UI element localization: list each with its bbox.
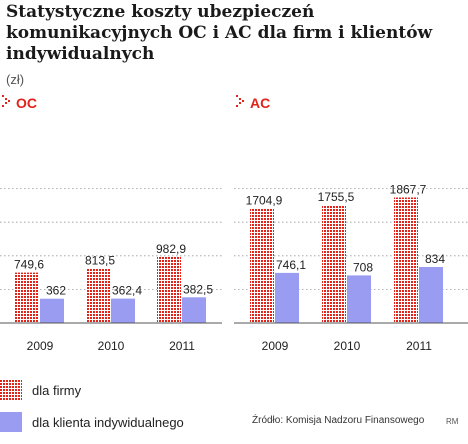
oc-bar-klient-2009	[40, 298, 64, 323]
ac-bar-klient-2010	[347, 275, 371, 323]
ac-value-label: 708	[353, 260, 373, 274]
oc-category-label: 2010	[98, 339, 125, 353]
legend-label-klient: dla klienta indywidualnego	[32, 414, 184, 430]
legend-swatch-firma	[0, 380, 22, 400]
author-initials: RM	[446, 417, 459, 426]
oc-marker-icon	[2, 95, 10, 107]
ac-marker-icon	[236, 95, 244, 107]
ac-category-label: 2010	[334, 339, 361, 353]
ac-value-label: 746,1	[276, 258, 306, 272]
ac-bar-firma-2011	[394, 197, 418, 323]
oc-category-label: 2009	[27, 339, 54, 353]
oc-value-label: 362,4	[112, 284, 142, 298]
legend-swatch-klient	[0, 412, 22, 432]
ac-category-label: 2009	[262, 339, 289, 353]
ac-value-label: 1704,9	[246, 193, 283, 207]
oc-bar-firma-2011	[157, 256, 181, 323]
ac-value-label: 834	[425, 252, 445, 266]
legend-item-klient: dla klienta indywidualnego	[0, 412, 184, 432]
ac-panel-title: AC	[250, 95, 270, 111]
legend-item-firma: dla firmy	[0, 380, 81, 400]
legend-label-firma: dla firmy	[32, 382, 82, 398]
oc-value-label: 813,5	[85, 253, 115, 267]
oc-value-label: 382,5	[183, 282, 213, 296]
unit-label: (zł)	[6, 72, 25, 87]
ac-bar-klient-2009	[275, 272, 299, 323]
oc-category-label: 2011	[169, 339, 195, 353]
ac-panel: AC 1704,9 746,1 2009 1755,5 708 2010 1867,7 834 2…	[234, 95, 468, 353]
oc-value-label: 749,6	[14, 258, 44, 272]
ac-bar-firma-2009	[250, 208, 274, 323]
ac-value-label: 1867,7	[390, 183, 427, 197]
oc-bar-klient-2011	[182, 297, 206, 323]
oc-panel-title: OC	[16, 95, 37, 111]
oc-value-label: 362	[46, 284, 66, 298]
oc-bar-firma-2010	[86, 268, 110, 323]
oc-value-label: 982,9	[156, 242, 186, 256]
source-note: Źródło: Komisja Nadzoru Finansowego	[252, 415, 425, 426]
chart-title: Statystyczne koszty ubezpieczeń komunika…	[6, 2, 433, 64]
ac-bar-klient-2011	[419, 267, 443, 323]
ac-bar-firma-2010	[322, 205, 346, 323]
oc-bar-klient-2010	[111, 298, 135, 323]
ac-category-label: 2011	[406, 339, 432, 353]
ac-value-label: 1755,5	[318, 190, 355, 204]
oc-bar-firma-2009	[15, 272, 39, 323]
